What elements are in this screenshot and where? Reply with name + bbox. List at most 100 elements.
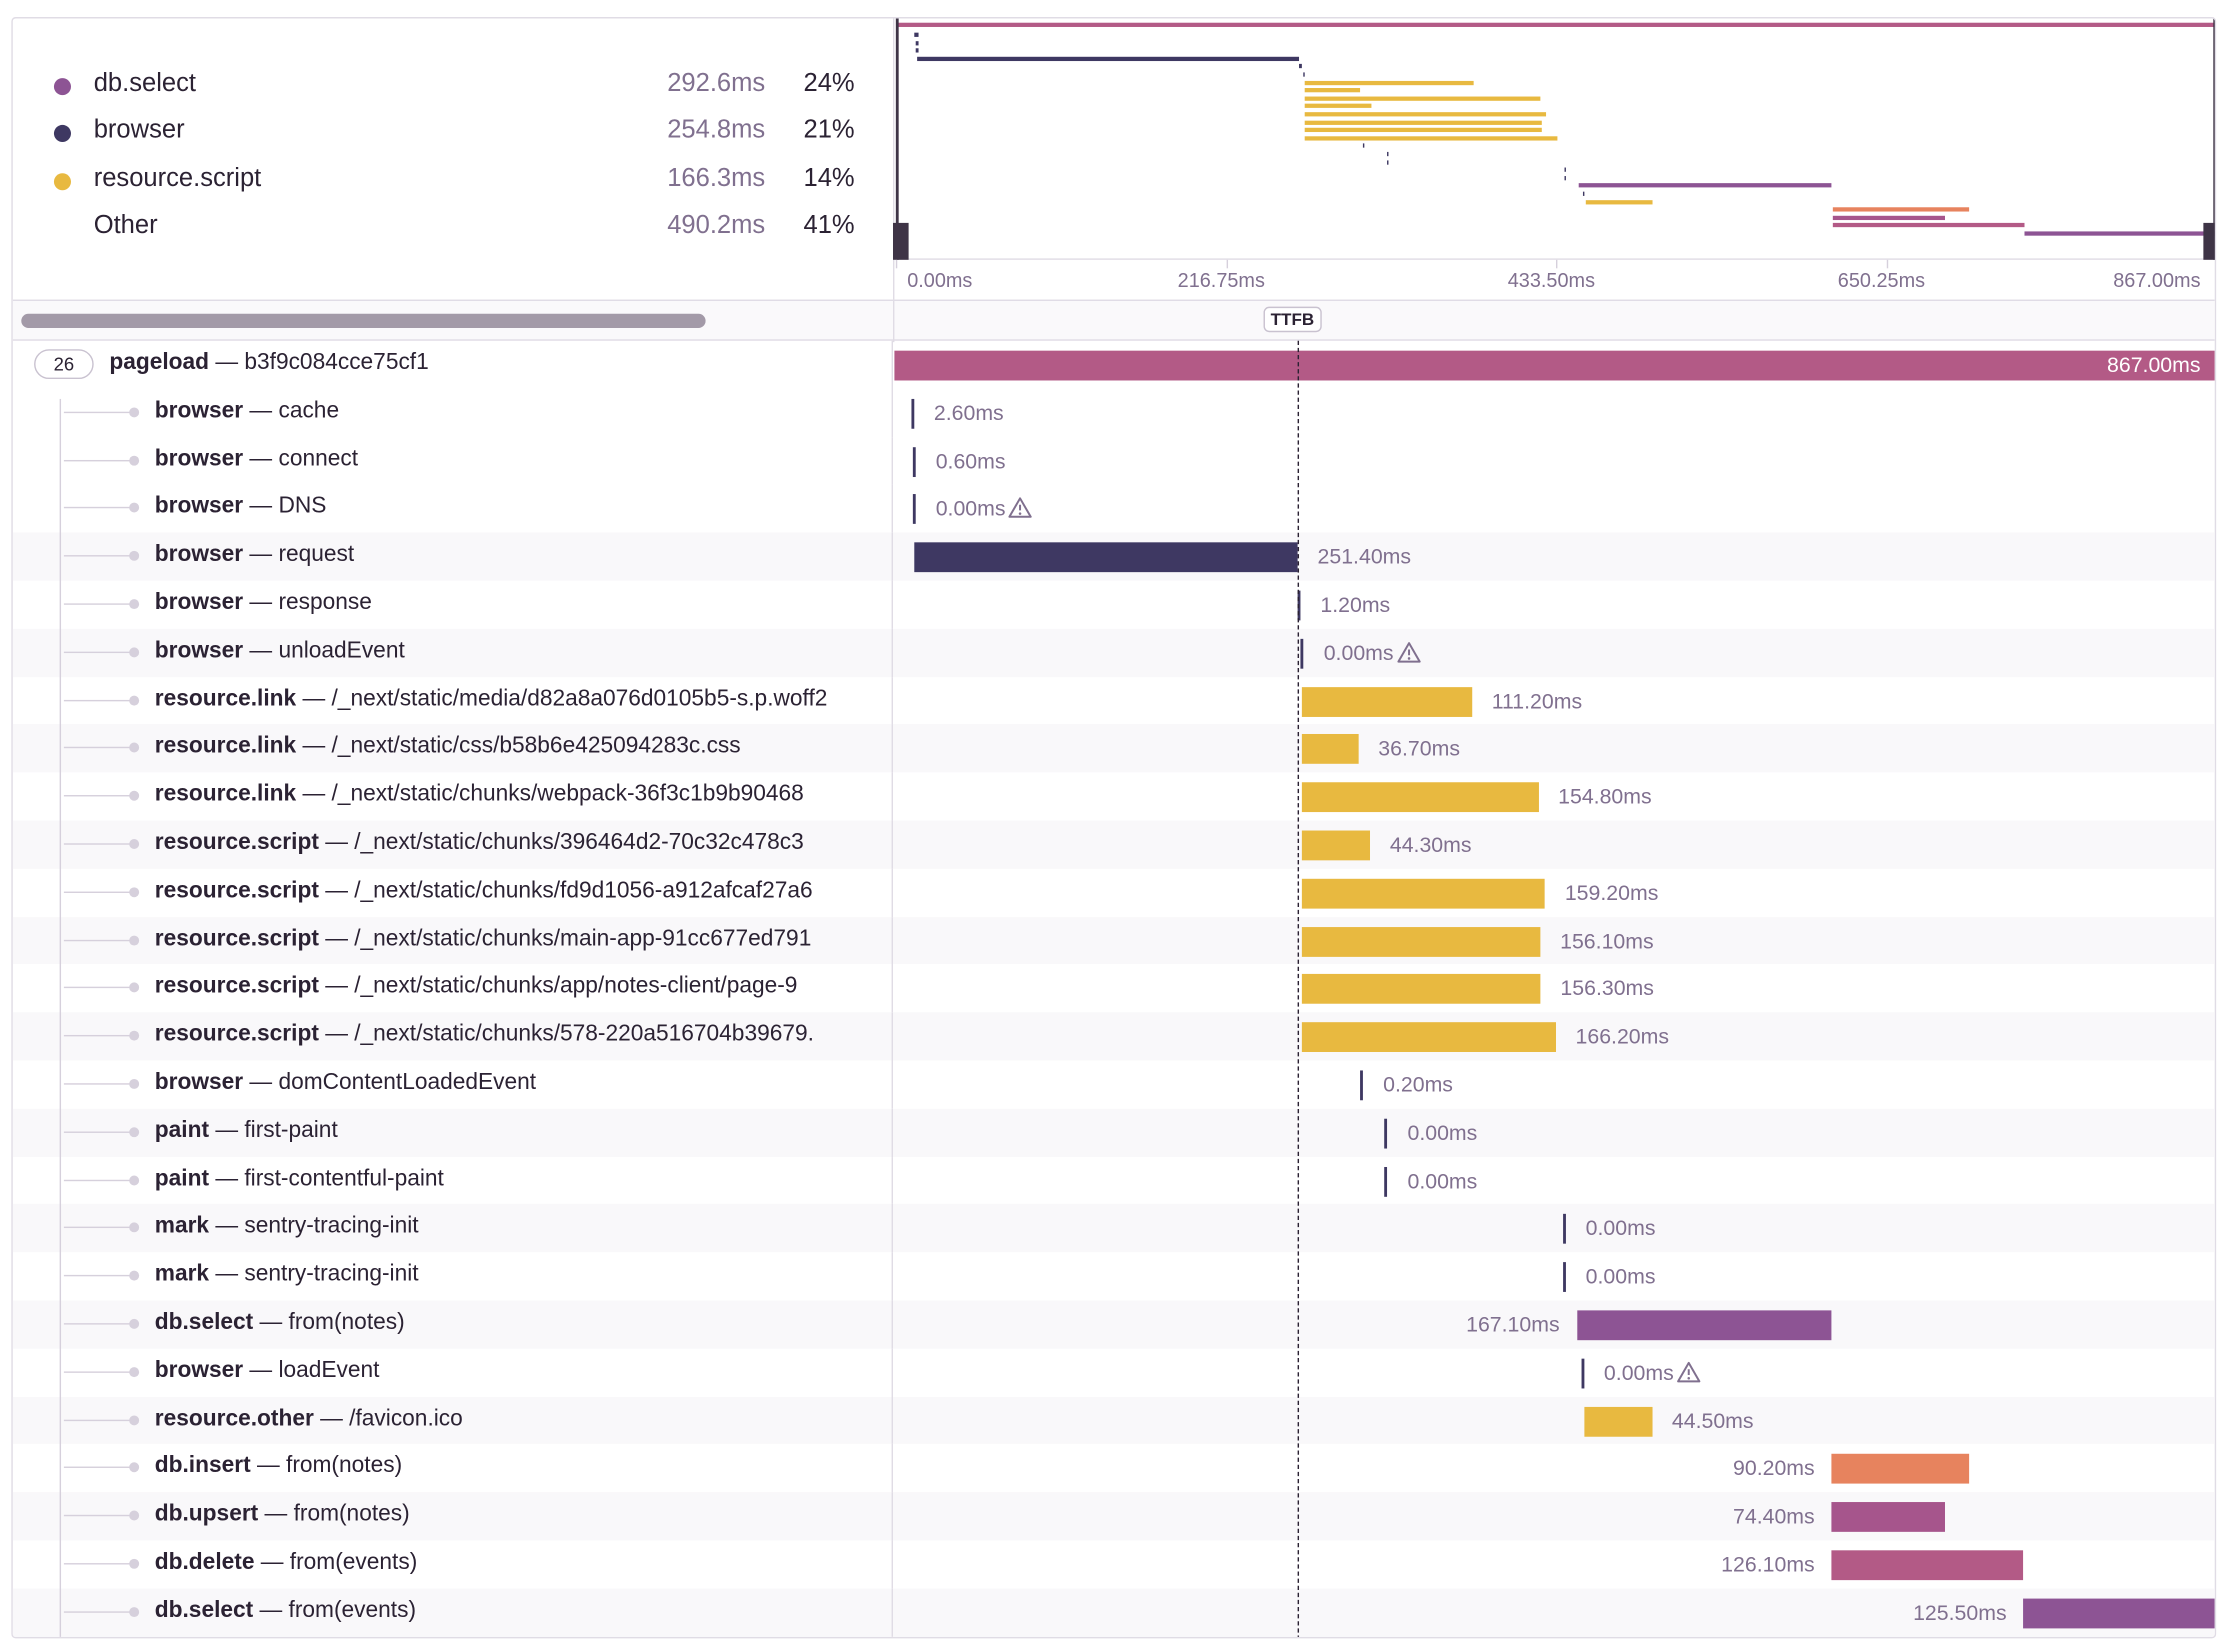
tree-node-dot [129, 839, 140, 849]
span-bar[interactable] [1831, 1502, 1946, 1533]
span-row[interactable]: db.insert — from(notes) 90.20ms [13, 1444, 2215, 1493]
minimap-left-edge[interactable] [895, 18, 899, 260]
span-tree-cell[interactable]: db.select — from(notes) [13, 1300, 893, 1349]
span-row[interactable]: resource.script — /_next/static/chunks/5… [12, 1012, 2215, 1061]
span-tree-cell[interactable]: browser — domContentLoadedEvent [13, 1060, 893, 1109]
span-row[interactable]: browser — response 1.20ms [13, 580, 2215, 629]
span-row[interactable]: resource.other — /favicon.ico 44.50ms [12, 1396, 2215, 1445]
span-bar[interactable] [1584, 1406, 1652, 1437]
span-tree-cell[interactable]: resource.script — /_next/static/chunks/a… [13, 964, 893, 1013]
span-row[interactable]: browser — connect 0.60ms [13, 436, 2215, 485]
span-tick[interactable] [1562, 1262, 1566, 1293]
span-tree-cell[interactable]: browser — loadEvent [13, 1348, 893, 1397]
warning-icon [1396, 641, 1421, 663]
span-row[interactable]: browser — cache 2.60ms [13, 388, 2215, 437]
span-duration-text: 156.10ms [1560, 929, 1654, 954]
span-row[interactable]: resource.script — /_next/static/chunks/f… [13, 868, 2215, 917]
span-row[interactable]: browser — unloadEvent 0.00ms [12, 628, 2215, 677]
span-row[interactable]: resource.link — /_next/static/media/d82a… [13, 676, 2215, 725]
span-row[interactable]: paint — first-paint 0.00ms [12, 1108, 2215, 1157]
span-tree-cell[interactable]: db.select — from(events) [13, 1588, 893, 1637]
span-bar[interactable] [1831, 1550, 2024, 1581]
span-row[interactable]: paint — first-contentful-paint 0.00ms [13, 1156, 2215, 1205]
span-tree-cell[interactable]: browser — unloadEvent [13, 628, 893, 677]
span-tree-cell[interactable]: resource.script — /_next/static/chunks/f… [13, 868, 893, 917]
span-row[interactable]: resource.script — /_next/static/chunks/a… [13, 964, 2215, 1013]
span-bar[interactable] [1302, 686, 1472, 717]
span-title: browser — DNS [154, 494, 327, 519]
span-tick[interactable] [1300, 638, 1304, 669]
span-bar[interactable] [1302, 734, 1359, 765]
span-row[interactable]: mark — sentry-tracing-init 0.00ms [12, 1204, 2215, 1253]
span-bar[interactable] [1302, 926, 1541, 957]
span-bar[interactable] [1302, 878, 1545, 909]
span-tick[interactable] [912, 494, 916, 525]
root-span-bar[interactable] [894, 350, 2215, 381]
minimap-right-edge[interactable] [2213, 18, 2215, 260]
span-tree-cell[interactable]: paint — first-paint [13, 1108, 893, 1157]
span-tree-cell[interactable]: resource.link — /_next/static/css/b58b6e… [13, 724, 893, 773]
span-row[interactable]: db.upsert — from(notes) 74.40ms [12, 1492, 2215, 1541]
span-bar[interactable] [914, 542, 1298, 573]
span-tick[interactable] [1297, 590, 1301, 621]
span-tick[interactable] [1360, 1070, 1364, 1101]
span-tree-cell[interactable]: browser — cache [13, 388, 893, 437]
span-tree-cell[interactable]: db.delete — from(events) [13, 1540, 893, 1589]
span-tree-cell[interactable]: resource.link — /_next/static/media/d82a… [13, 676, 893, 725]
axis-tick-label: 867.00ms [2113, 268, 2201, 292]
span-tree-cell[interactable]: browser — connect [13, 436, 893, 485]
span-tree-cell[interactable]: resource.script — /_next/static/chunks/m… [13, 916, 893, 965]
span-tick[interactable] [911, 398, 914, 429]
span-bar[interactable] [1302, 782, 1539, 813]
legend-color-dot [53, 124, 71, 142]
span-tick[interactable] [1562, 1214, 1566, 1245]
minimap-left-handle[interactable] [892, 222, 909, 260]
span-tree-cell[interactable]: resource.script — /_next/static/chunks/3… [13, 820, 893, 869]
span-row[interactable]: db.select — from(notes) 167.10ms [12, 1300, 2215, 1349]
span-tree-cell[interactable]: db.upsert — from(notes) [13, 1492, 893, 1541]
span-row[interactable]: resource.script — /_next/static/chunks/3… [12, 820, 2215, 869]
tree-node-dot [129, 1030, 140, 1041]
span-tree-cell[interactable]: browser — DNS [13, 484, 893, 533]
minimap[interactable]: 0.00ms 216.75ms 433.50ms 650.25ms 867.00ms [892, 18, 2215, 299]
span-description: from(events) [288, 1598, 417, 1623]
span-bar[interactable] [1302, 830, 1370, 861]
span-row[interactable]: db.select — from(events) 125.50ms [12, 1588, 2215, 1637]
span-row[interactable]: browser — DNS 0.00ms [13, 484, 2215, 533]
span-tree-cell[interactable]: resource.link — /_next/static/chunks/web… [13, 772, 893, 821]
span-bar[interactable] [1831, 1454, 1970, 1485]
span-tree-cell[interactable]: 26 pageload — b3f9c084cce75cf1 [13, 340, 893, 389]
span-op: browser [154, 1358, 244, 1383]
span-row[interactable]: browser — loadEvent 0.00ms [13, 1348, 2215, 1397]
span-tick[interactable] [1581, 1358, 1585, 1389]
span-row[interactable]: browser — request 251.40ms [12, 532, 2215, 581]
span-bar[interactable] [2023, 1598, 2215, 1629]
span-bar[interactable] [1302, 974, 1541, 1005]
span-row[interactable]: browser — domContentLoadedEvent 0.20ms [13, 1060, 2215, 1109]
span-tree-cell[interactable]: resource.other — /favicon.ico [13, 1396, 893, 1445]
minimap-span-bar [1386, 159, 1389, 165]
span-bar[interactable] [1302, 1022, 1556, 1053]
span-tick[interactable] [1384, 1118, 1388, 1149]
span-row[interactable]: resource.link — /_next/static/chunks/web… [13, 772, 2215, 821]
minimap-right-handle[interactable] [2203, 222, 2215, 260]
span-row[interactable]: db.delete — from(events) 126.10ms [13, 1540, 2215, 1589]
span-row[interactable]: resource.script — /_next/static/chunks/m… [12, 916, 2215, 965]
span-row[interactable]: resource.link — /_next/static/css/b58b6e… [12, 724, 2215, 773]
span-tree-cell[interactable]: resource.script — /_next/static/chunks/5… [13, 1012, 893, 1061]
span-tree-cell[interactable]: browser — response [13, 580, 893, 629]
span-tree-cell[interactable]: paint — first-contentful-paint [13, 1156, 893, 1205]
span-tree-cell[interactable]: mark — sentry-tracing-init [13, 1252, 893, 1301]
minimap-canvas[interactable] [892, 18, 2215, 260]
span-row[interactable]: mark — sentry-tracing-init 0.00ms [13, 1252, 2215, 1301]
children-count-toggle[interactable]: 26 [34, 349, 94, 380]
horizontal-scrollbar[interactable] [21, 313, 706, 328]
column-splitter[interactable] [892, 300, 895, 343]
root-span-row[interactable]: 26 pageload — b3f9c084cce75cf1 867.00ms [13, 340, 2215, 389]
span-tree-cell[interactable]: browser — request [13, 532, 893, 581]
span-tree-cell[interactable]: db.insert — from(notes) [13, 1444, 893, 1493]
span-tick[interactable] [912, 446, 916, 477]
span-tree-cell[interactable]: mark — sentry-tracing-init [13, 1204, 893, 1253]
span-tick[interactable] [1384, 1166, 1388, 1197]
span-bar[interactable] [1576, 1310, 1832, 1341]
